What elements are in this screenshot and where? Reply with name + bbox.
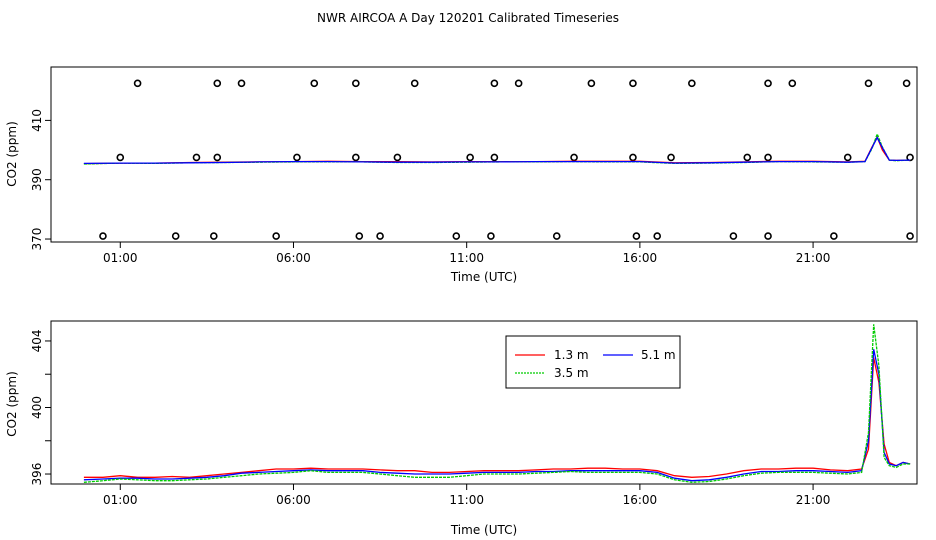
bottom-y-tick-label: 396: [30, 463, 44, 486]
sample-point: [902, 79, 911, 88]
bottom-x-tick-label: 01:00: [103, 493, 138, 507]
sample-point: [788, 79, 797, 88]
bottom-x-tick-label: 11:00: [449, 493, 484, 507]
sample-point: [587, 79, 596, 88]
top-panel: 01:00 06:00 11:00 16:00 21:00 370 390 410 Time …: [5, 66, 918, 284]
sample-point: [830, 232, 838, 240]
top-y-tick-label: 390: [30, 168, 44, 191]
sample-point: [629, 79, 637, 88]
legend: 1.3 m 5.1 m 3.5 m: [505, 335, 681, 389]
sample-point: [906, 232, 914, 240]
sample-point: [629, 153, 637, 162]
sample-point: [514, 79, 523, 88]
sample-point: [729, 232, 738, 240]
top-x-tick-label: 06:00: [276, 251, 311, 265]
sample-point: [192, 153, 201, 162]
sample-point: [99, 232, 107, 240]
top-x-tick-label: 11:00: [449, 251, 484, 265]
sample-point: [171, 232, 180, 240]
sample-point: [213, 153, 222, 162]
sample-point: [764, 153, 772, 162]
bottom-x-axis-label: Time (UTC): [450, 523, 517, 537]
bottom-panel: 01:00 06:00 11:00 16:00 21:00 396 400 404 Time …: [5, 320, 918, 537]
sample-point: [352, 79, 360, 88]
bottom-plot-frame: [50, 320, 918, 485]
top-sample-points: [99, 79, 914, 240]
sample-point: [393, 153, 402, 162]
sample-point: [237, 79, 246, 88]
sample-point: [410, 79, 419, 88]
top-axes: 01:00 06:00 11:00 16:00 21:00 370 390 410: [30, 109, 830, 265]
top-y-axis-label: CO2 (ppm): [5, 121, 19, 187]
legend-label-3-5m: 3.5 m: [554, 366, 589, 380]
bottom-axes: 01:00 06:00 11:00 16:00 21:00 396 400 404: [30, 330, 830, 507]
sample-point: [843, 153, 852, 162]
sample-point: [764, 79, 772, 88]
bottom-series-line-5-1-m: [83, 349, 911, 482]
sample-point: [552, 232, 561, 240]
sample-point: [764, 232, 772, 240]
bottom-x-tick-label: 16:00: [623, 493, 658, 507]
sample-point: [213, 79, 222, 88]
top-plot-frame: [50, 66, 918, 243]
sample-point: [490, 153, 499, 162]
sample-point: [487, 232, 495, 240]
top-x-axis-label: Time (UTC): [450, 270, 517, 284]
sample-point: [116, 153, 125, 162]
bottom-y-tick-label: 400: [30, 396, 44, 419]
bottom-series-line-1-3-m: [83, 357, 911, 478]
sample-point: [452, 232, 461, 240]
sample-point: [293, 153, 301, 162]
sample-point: [352, 153, 360, 162]
legend-box: [505, 335, 681, 389]
sample-point: [653, 232, 662, 240]
sample-point: [355, 232, 364, 240]
sample-point: [864, 79, 873, 88]
top-x-tick-label: 16:00: [623, 251, 658, 265]
top-y-tick-label: 370: [30, 228, 44, 251]
sample-point: [466, 153, 474, 162]
bottom-y-tick-label: 404: [30, 330, 44, 353]
sample-point: [490, 79, 499, 88]
top-series-line-2: [83, 136, 911, 165]
bottom-x-tick-label: 06:00: [276, 493, 311, 507]
legend-label-1-3m: 1.3 m: [554, 348, 589, 362]
top-series-lines: [83, 132, 911, 165]
bottom-series-lines: [83, 324, 911, 483]
sample-point: [376, 232, 384, 240]
top-x-tick-label: 21:00: [796, 251, 831, 265]
bottom-x-tick-label: 21:00: [796, 493, 831, 507]
sample-point: [688, 79, 696, 88]
top-y-tick-label: 410: [30, 109, 44, 132]
sample-point: [133, 79, 142, 88]
chart-title: NWR AIRCOA A Day 120201 Calibrated Times…: [317, 11, 619, 25]
bottom-y-axis-label: CO2 (ppm): [5, 371, 19, 437]
bottom-series-line-3-5-m: [83, 324, 911, 483]
legend-label-5-1m: 5.1 m: [641, 348, 676, 362]
sample-point: [632, 232, 641, 240]
sample-point: [272, 232, 280, 240]
sample-point: [743, 153, 752, 162]
sample-point: [310, 79, 319, 88]
top-x-tick-label: 01:00: [103, 251, 138, 265]
sample-point: [210, 232, 218, 240]
sample-point: [667, 153, 675, 162]
sample-point: [570, 153, 578, 162]
